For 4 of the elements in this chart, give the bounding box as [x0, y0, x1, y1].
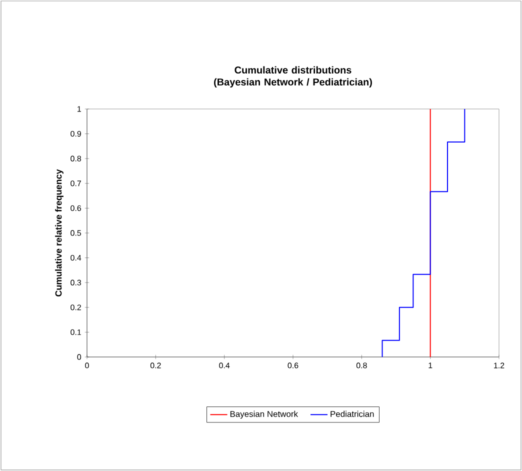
y-axis-title: Cumulative relative frequency [55, 169, 64, 296]
legend-label: Pediatrician [330, 410, 374, 417]
chart-title: Cumulative distributions (Bayesian Network / Pediatrician) [214, 66, 372, 88]
legend-label: Bayesian Network [230, 410, 298, 419]
